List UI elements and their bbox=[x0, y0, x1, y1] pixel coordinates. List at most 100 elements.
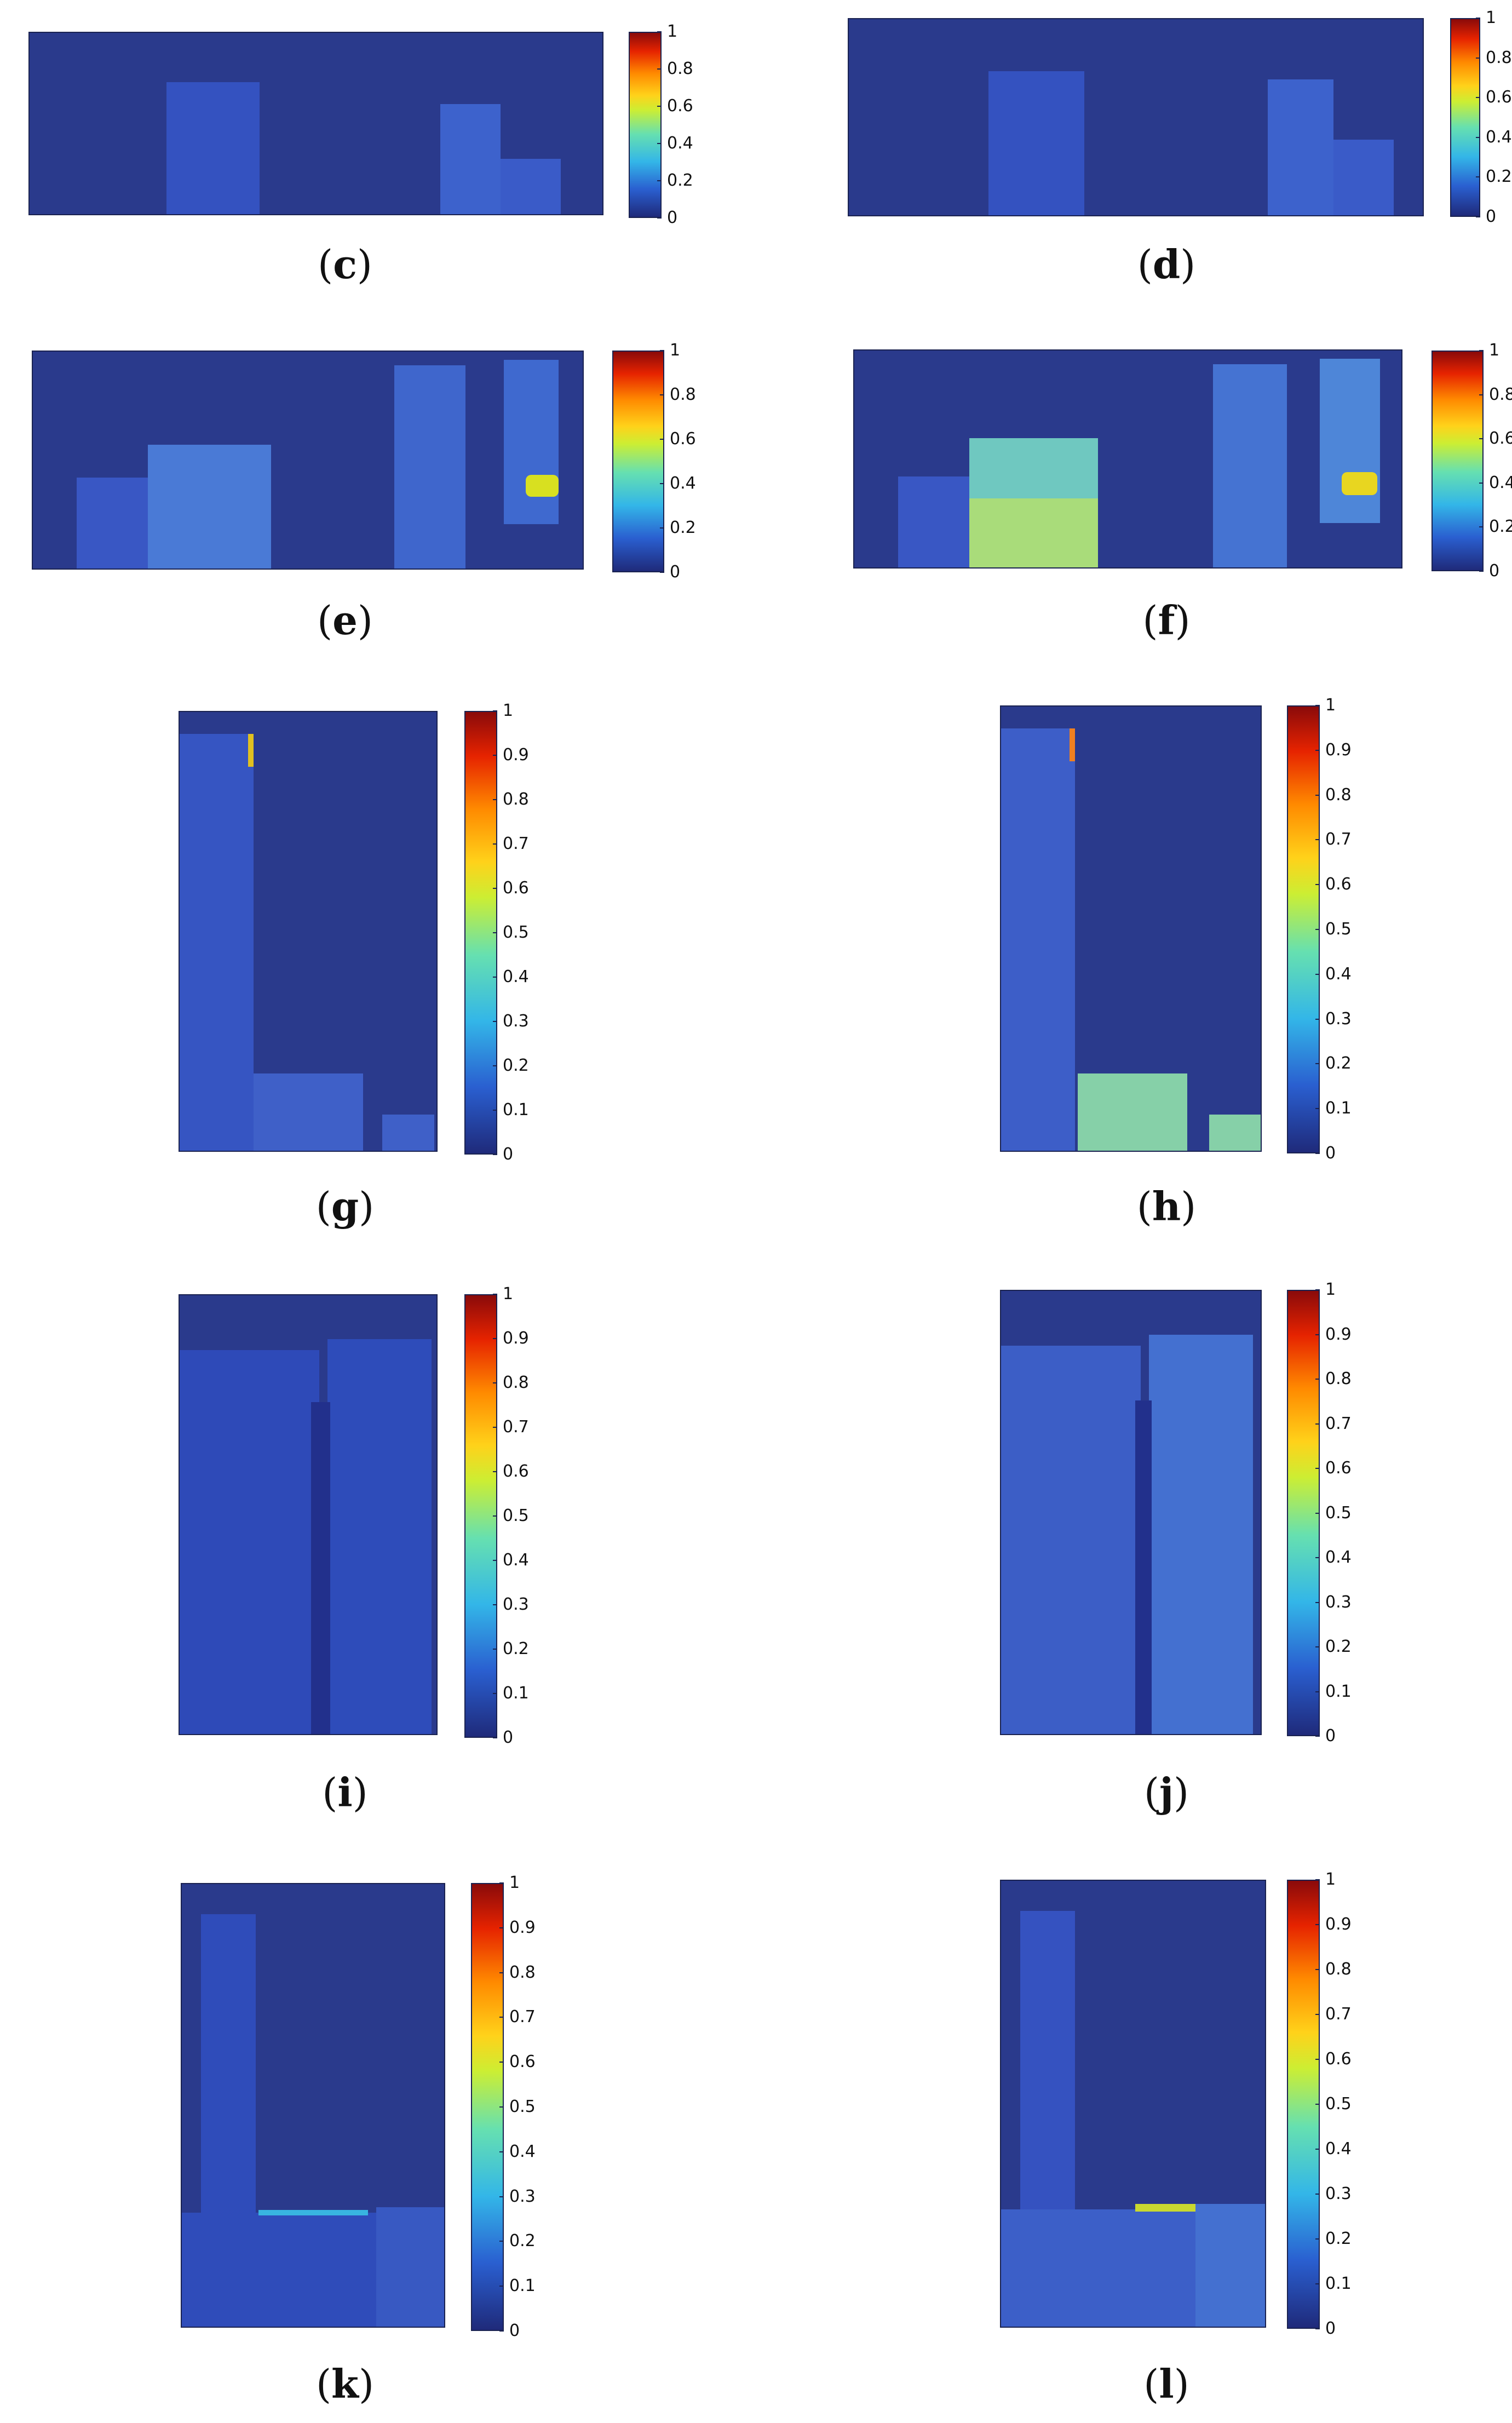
colorbar-tick-label: 0 bbox=[503, 1145, 514, 1164]
colorbar-tick-label: 0.1 bbox=[1325, 2274, 1352, 2293]
colorbar-tick-label: 0.4 bbox=[670, 474, 696, 493]
colorbar-tickmark bbox=[1315, 2104, 1320, 2105]
colorbar-tickmark bbox=[660, 350, 664, 351]
colorbar-tick-label: 0.9 bbox=[1325, 1915, 1352, 1934]
colorbar-tick-label: 0.6 bbox=[1325, 1459, 1352, 1478]
heatmap-l bbox=[1000, 1880, 1266, 2328]
colorbar-tickmark bbox=[660, 527, 664, 529]
colorbar-tickmark bbox=[493, 1110, 497, 1111]
colorbar-tick-label: 0 bbox=[667, 208, 678, 227]
colorbar-tickmark bbox=[1315, 1423, 1320, 1425]
region-tower-right bbox=[504, 360, 559, 524]
region-hotspot bbox=[526, 475, 559, 497]
colorbar-f bbox=[1431, 351, 1484, 571]
colorbar-tick-label: 0 bbox=[670, 562, 681, 582]
colorbar-tick-label: 1 bbox=[667, 22, 678, 41]
region-tower bbox=[1213, 364, 1287, 567]
colorbar-tickmark bbox=[1315, 1018, 1320, 1020]
colorbar-tickmark bbox=[657, 180, 662, 181]
colorbar-tickmark bbox=[493, 977, 497, 978]
colorbar-tick-label: 0.5 bbox=[1325, 1503, 1352, 1523]
colorbar-tickmark bbox=[499, 2286, 504, 2287]
region-right bbox=[327, 1339, 432, 1734]
panel-label-c: (c) bbox=[317, 241, 373, 288]
colorbar-tickmark bbox=[1315, 2014, 1320, 2015]
colorbar-tickmark bbox=[1476, 97, 1480, 99]
colorbar-tickmark bbox=[499, 2196, 504, 2197]
colorbar-tick-label: 0.2 bbox=[670, 518, 696, 537]
colorbar-tickmark bbox=[1315, 1969, 1320, 1970]
colorbar-tick-label: 0.6 bbox=[1325, 875, 1352, 894]
colorbar-tickmark bbox=[493, 1154, 497, 1155]
colorbar-tick-label: 0.6 bbox=[503, 879, 529, 898]
colorbar-tick-label: 1 bbox=[1325, 696, 1336, 715]
colorbar-tickmark bbox=[493, 888, 497, 889]
colorbar-tick-label: 0.3 bbox=[503, 1012, 529, 1031]
colorbar-tickmark bbox=[1315, 1924, 1320, 1925]
colorbar-tickmark bbox=[1315, 1153, 1320, 1154]
colorbar-tickmark bbox=[493, 1515, 497, 1517]
region-bottom-right bbox=[376, 2207, 444, 2327]
region-building-right bbox=[501, 159, 561, 214]
colorbar-tickmark bbox=[1315, 1334, 1320, 1335]
colorbar-tickmark bbox=[1315, 1879, 1320, 1880]
colorbar-tick-label: 1 bbox=[1486, 8, 1497, 27]
colorbar-l bbox=[1287, 1880, 1320, 2329]
heatmap-c bbox=[28, 32, 603, 215]
region-low-right bbox=[1209, 1115, 1261, 1151]
colorbar-tickmark bbox=[1315, 2149, 1320, 2150]
colorbar-tickmark bbox=[499, 2017, 504, 2018]
colorbar-tick-label: 0.7 bbox=[509, 2007, 536, 2027]
region-low-mid bbox=[1078, 1073, 1187, 1151]
colorbar-tick-label: 0.6 bbox=[1489, 429, 1512, 449]
colorbar-tick-label: 0.8 bbox=[503, 1373, 529, 1392]
colorbar-c bbox=[629, 32, 662, 218]
colorbar-tickmark bbox=[493, 710, 497, 711]
colorbar-tick-label: 0.2 bbox=[667, 171, 693, 190]
colorbar-tickmark bbox=[493, 1065, 497, 1066]
colorbar-tickmark bbox=[499, 2062, 504, 2063]
colorbar-tick-label: 0.3 bbox=[1325, 2184, 1352, 2203]
colorbar-tick-label: 0 bbox=[509, 2321, 520, 2340]
heatmap-f bbox=[853, 349, 1402, 569]
colorbar-tickmark bbox=[657, 143, 662, 144]
colorbar-tickmark bbox=[1315, 2283, 1320, 2284]
colorbar-tickmark bbox=[660, 439, 664, 440]
colorbar-tick-label: 0.8 bbox=[503, 790, 529, 809]
colorbar-tick-label: 0 bbox=[503, 1728, 514, 1747]
panel-label-e: (e) bbox=[317, 597, 373, 644]
colorbar-tick-label: 0.6 bbox=[667, 96, 693, 116]
panel-label-i: (i) bbox=[322, 1769, 368, 1816]
colorbar-tickmark bbox=[1315, 794, 1320, 796]
colorbar-tick-label: 0.7 bbox=[503, 1417, 529, 1437]
colorbar-tickmark bbox=[499, 2106, 504, 2108]
colorbar-tickmark bbox=[1479, 394, 1484, 395]
colorbar-tick-label: 0.4 bbox=[503, 967, 529, 986]
colorbar-tickmark bbox=[660, 572, 664, 573]
colorbar-tick-label: 0.4 bbox=[1325, 2139, 1352, 2158]
region-building bbox=[1268, 79, 1333, 215]
region-block bbox=[166, 82, 260, 214]
heatmap-d bbox=[848, 18, 1424, 216]
colorbar-tick-label: 0.8 bbox=[1325, 1960, 1352, 1979]
region-bottom bbox=[1001, 2209, 1195, 2327]
colorbar-tickmark bbox=[1479, 350, 1484, 351]
colorbar-tickmark bbox=[1315, 839, 1320, 841]
region-bottom bbox=[182, 2213, 384, 2327]
colorbar-tickmark bbox=[499, 2151, 504, 2152]
heatmap-e bbox=[32, 351, 584, 570]
colorbar-tickmark bbox=[499, 1972, 504, 1973]
colorbar-tick-label: 0.3 bbox=[509, 2186, 536, 2206]
region-block bbox=[148, 445, 271, 569]
colorbar-tick-label: 0.2 bbox=[503, 1639, 529, 1658]
colorbar-tick-label: 1 bbox=[509, 1873, 520, 1892]
colorbar-tickmark bbox=[660, 394, 664, 395]
colorbar-tick-label: 1 bbox=[503, 1284, 514, 1304]
colorbar-tickmark bbox=[1315, 884, 1320, 886]
colorbar-tick-label: 0.4 bbox=[1325, 1548, 1352, 1567]
colorbar-tickmark bbox=[493, 1427, 497, 1428]
colorbar-tick-label: 1 bbox=[503, 701, 514, 720]
colorbar-tickmark bbox=[1315, 1736, 1320, 1737]
panel-label-f: (f) bbox=[1142, 597, 1191, 644]
colorbar-tick-label: 0.3 bbox=[1325, 1009, 1352, 1029]
